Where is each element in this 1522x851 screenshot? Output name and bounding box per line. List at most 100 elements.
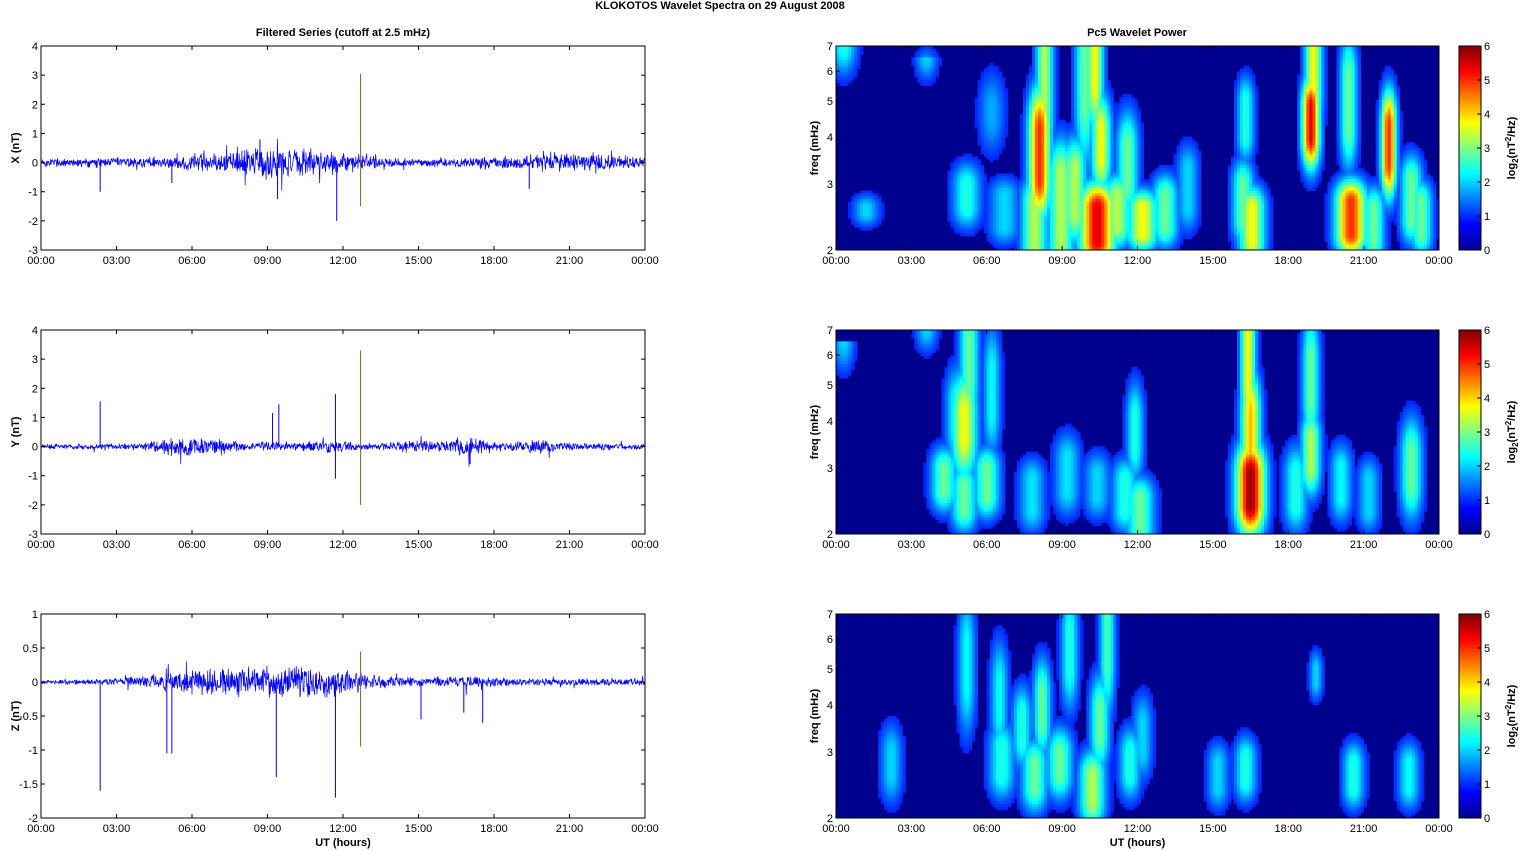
heatmap-cell	[1071, 179, 1075, 183]
heatmap-cell	[1182, 190, 1187, 194]
heatmap-cell	[1038, 97, 1042, 101]
heatmap-cell	[1345, 190, 1349, 194]
heatmap-cell	[1357, 125, 1362, 129]
heatmap-cell	[1384, 122, 1389, 126]
heatmap-cell	[1104, 102, 1108, 106]
heatmap-cell	[1252, 167, 1256, 172]
heatmap-cell	[1230, 184, 1235, 189]
heatmap-cell	[1185, 150, 1190, 155]
heatmap-cell	[1399, 162, 1404, 166]
heatmap-cell	[1236, 153, 1241, 157]
heatmap-cell	[1227, 167, 1232, 172]
heatmap-cell	[1354, 176, 1358, 180]
heatmap-cell	[1236, 125, 1241, 129]
heatmap-cell	[1384, 190, 1389, 194]
heatmap-cell	[1074, 119, 1078, 123]
heatmap-cell	[1267, 193, 1271, 197]
heatmap-cell	[1179, 187, 1184, 191]
heatmap-cell	[1092, 173, 1096, 177]
heatmap-cell	[1155, 187, 1160, 191]
heatmap-cell	[1357, 162, 1362, 166]
heatmap-cell	[1143, 193, 1147, 197]
heatmap-cell	[1041, 46, 1045, 50]
heatmap-cell	[1432, 184, 1437, 189]
heatmap-cell	[1025, 88, 1030, 92]
heatmap-cell	[1113, 139, 1117, 143]
heatmap-cell	[995, 142, 1000, 146]
heatmap-cell	[1309, 179, 1313, 183]
heatmap-cell	[1342, 193, 1346, 197]
heatmap-cell	[1336, 190, 1340, 194]
heatmap-cell	[1107, 190, 1111, 194]
heatmap-cell	[1339, 88, 1343, 92]
heatmap-cell	[1390, 108, 1395, 112]
heatmap-cell	[1137, 108, 1141, 112]
heatmap-cell	[1122, 150, 1126, 155]
heatmap-cell	[1324, 68, 1328, 72]
heatmap-cell	[1381, 167, 1386, 172]
heatmap-cell	[983, 114, 988, 118]
heatmap-cell	[1240, 162, 1244, 166]
x-tick-label: 06:00	[178, 255, 206, 267]
heatmap-cell	[1041, 82, 1045, 87]
heatmap-cell	[1324, 94, 1328, 98]
heatmap-cell	[1101, 142, 1105, 146]
heatmap-cell	[1348, 85, 1352, 89]
heatmap-cell	[1249, 119, 1253, 123]
heatmap-cell	[1001, 111, 1006, 115]
heatmap-cell	[1179, 182, 1184, 186]
heatmap-cell	[1086, 165, 1090, 169]
heatmap-cell	[1074, 68, 1078, 72]
heatmap-cell	[1318, 63, 1322, 67]
heatmap-cell	[1357, 173, 1362, 177]
heatmap-cell	[1056, 60, 1060, 64]
heatmap-cell	[1086, 136, 1090, 140]
heatmap-cell	[1393, 94, 1398, 98]
heatmap-cell	[1080, 139, 1084, 143]
heatmap-cell	[1233, 105, 1238, 109]
heatmap-cell	[1315, 159, 1319, 163]
heatmap-cell	[1092, 65, 1096, 70]
heatmap-cell	[1297, 167, 1301, 172]
heatmap-cell	[1233, 82, 1238, 87]
heatmap-cell	[1077, 51, 1081, 55]
heatmap-cell	[1065, 122, 1069, 126]
heatmap-cell	[962, 167, 967, 172]
heatmap-cell	[1050, 136, 1054, 140]
heatmap-cell	[1025, 184, 1030, 189]
heatmap-cell	[1025, 162, 1030, 166]
heatmap-cell	[1041, 60, 1045, 64]
heatmap-cell	[1236, 114, 1241, 118]
heatmap-cell	[1384, 150, 1389, 155]
heatmap-cell	[1038, 65, 1042, 70]
heatmap-cell	[1336, 74, 1340, 78]
heatmap-cell	[1083, 133, 1087, 138]
heatmap-cell	[1053, 153, 1057, 157]
heatmap-cell	[974, 122, 979, 126]
heatmap-cell	[992, 102, 997, 106]
heatmap-cell	[1351, 85, 1355, 89]
heatmap-cell	[1131, 153, 1135, 157]
heatmap-cell	[1230, 182, 1235, 186]
heatmap-cell	[1116, 136, 1120, 140]
heatmap-cell	[1047, 74, 1051, 78]
heatmap-cell	[836, 68, 840, 72]
heatmap-cell	[1197, 190, 1202, 194]
heatmap-cell	[1053, 102, 1057, 106]
heatmap-cell	[1098, 148, 1102, 152]
heatmap-cell	[1354, 128, 1358, 132]
heatmap-cell	[1339, 65, 1343, 70]
heatmap-cell	[1001, 82, 1006, 87]
heatmap-cell	[1411, 162, 1416, 166]
heatmap-cell	[1384, 119, 1389, 123]
heatmap-cell	[1188, 196, 1193, 200]
heatmap-cell	[1233, 91, 1238, 95]
heatmap-cell	[1119, 176, 1123, 180]
heatmap-cell	[1230, 196, 1235, 200]
heatmap-cell	[1191, 196, 1196, 200]
heatmap-cell	[1004, 193, 1009, 197]
heatmap-cell	[1095, 122, 1099, 126]
heatmap-cell	[1423, 190, 1428, 194]
heatmap-cell	[1261, 196, 1265, 200]
heatmap-cell	[971, 190, 976, 194]
